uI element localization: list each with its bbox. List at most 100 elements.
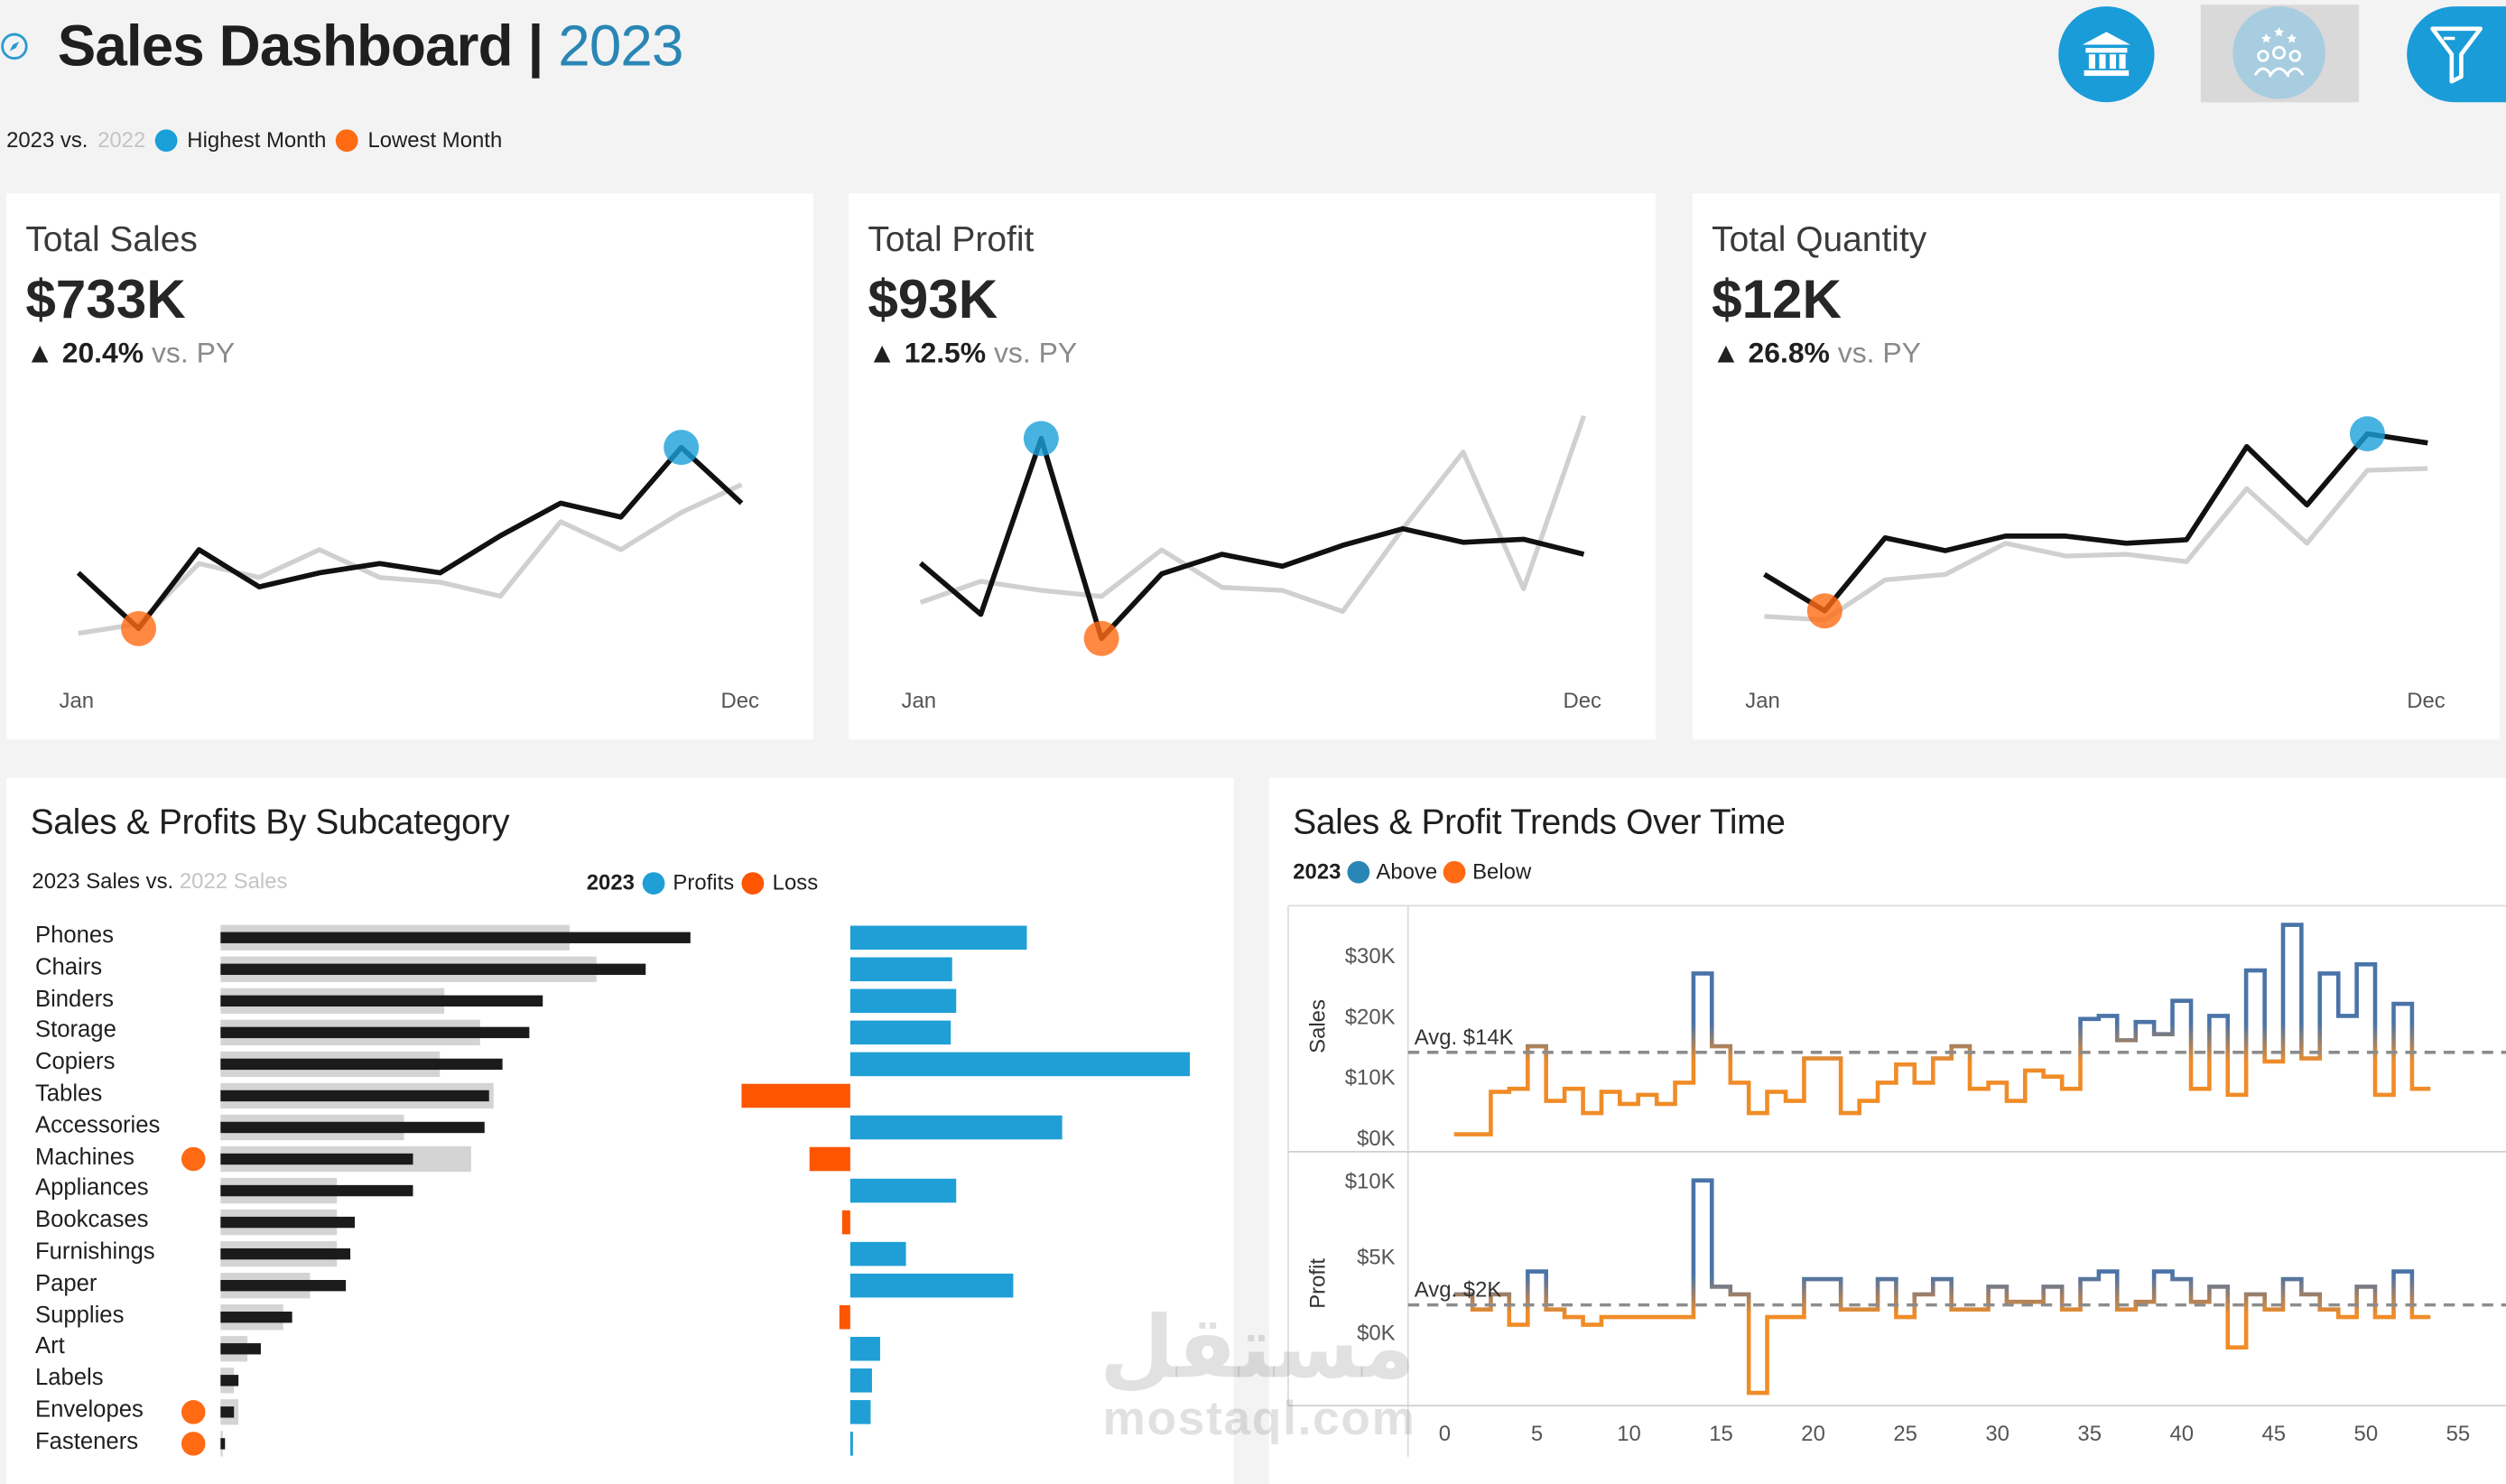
subcategory-label: Storage <box>34 1017 116 1044</box>
filter-icon <box>2430 26 2483 84</box>
current-year-sales-bar <box>220 1406 235 1418</box>
panel-title: Sales & Profits By Subcategory <box>30 802 510 842</box>
subcategory-label: Binders <box>34 986 115 1013</box>
current-year-sales-bar <box>220 1058 503 1071</box>
current-year-sales-bar <box>220 1090 489 1102</box>
title-text: Sales Dashboard <box>57 13 514 79</box>
subcategory-label: Fasteners <box>34 1429 139 1455</box>
x-start-label: Jan <box>59 688 95 713</box>
loss-marker-dot <box>181 1432 206 1456</box>
kpi-delta: ▲ 12.5% vs. PY <box>868 337 1078 369</box>
kpi-label: Total Profit <box>868 218 1035 259</box>
top-legend: 2023 vs. 2022 Highest Month Lowest Month <box>6 128 502 153</box>
y-tick-label: $0K <box>1357 1322 1396 1346</box>
x-tick-label: 55 <box>2446 1422 2471 1446</box>
x-end-label: Dec <box>1563 688 1601 713</box>
highest-month-marker <box>664 430 700 466</box>
profit-bar <box>849 988 957 1014</box>
subcategory-label: Chairs <box>34 954 103 981</box>
kpi-label: Total Quantity <box>1712 218 1927 259</box>
average-label: Avg. $2K <box>1415 1278 1502 1303</box>
profit-sparkline <box>918 414 1586 656</box>
current-year-line <box>76 444 744 632</box>
below-dot-icon <box>1443 859 1467 883</box>
legend-profits: Profits <box>673 870 735 895</box>
current-year-sales-bar <box>220 932 691 943</box>
current-year-sales-bar <box>220 1343 261 1355</box>
lowest-month-marker <box>121 610 157 646</box>
profit-bar <box>849 1273 1014 1298</box>
highest-month-marker <box>1023 421 1059 457</box>
watermark-arabic: مستقل <box>1100 1300 1415 1396</box>
current-year-sales-bar <box>220 1026 530 1039</box>
kpi-card-profit: Total Profit $93K ▲ 12.5% vs. PY Jan Dec <box>849 193 1657 740</box>
legend-year: 2023 <box>586 870 635 895</box>
profit-bar <box>849 1368 872 1393</box>
sales-legend: 2023 Sales vs. 2022 Sales <box>32 869 287 894</box>
kpi-delta: ▲ 26.8% vs. PY <box>1712 337 1921 369</box>
y-axis-title: Profit <box>1306 1258 1331 1309</box>
kpi-delta-value: 12.5% <box>904 337 987 369</box>
kpi-card-quantity: Total Quantity $12K ▲ 26.8% vs. PY Jan D… <box>1692 193 2500 740</box>
subcategory-label: Tables <box>34 1081 103 1108</box>
loss-marker-dot <box>181 1400 206 1424</box>
x-end-label: Dec <box>2407 688 2446 713</box>
x-end-label: Dec <box>720 688 759 713</box>
sales-sparkline <box>76 430 744 646</box>
x-tick-label: 50 <box>2354 1422 2379 1446</box>
x-tick-label: 45 <box>2262 1422 2287 1446</box>
subcategory-label: Accessories <box>34 1113 161 1139</box>
current-year-sales-bar <box>220 1312 292 1323</box>
subcategory-label: Furnishings <box>34 1239 155 1266</box>
bank-icon <box>2082 32 2130 77</box>
y-tick-label: $0K <box>1357 1127 1396 1151</box>
subcategory-label: Copiers <box>34 1049 116 1076</box>
current-year-line <box>918 435 1585 642</box>
legend-previous: 2022 <box>97 127 146 153</box>
profits-dot-icon <box>642 871 665 895</box>
x-tick-label: 0 <box>1439 1422 1451 1446</box>
kpi-value: $12K <box>1712 270 1842 331</box>
x-tick-label: 25 <box>1893 1422 1917 1446</box>
legend-previous: 2022 Sales <box>179 868 288 894</box>
profit-bar <box>849 1052 1191 1077</box>
subcategory-label: Labels <box>34 1366 104 1392</box>
current-year-sales-bar <box>220 1184 413 1197</box>
highest-dot-icon <box>154 128 178 152</box>
legend-lowest: Lowest Month <box>367 127 503 153</box>
loss-bar <box>809 1146 850 1172</box>
loss-dot-icon <box>742 871 765 895</box>
x-tick-label: 10 <box>1617 1422 1641 1446</box>
profit-bar <box>849 1336 880 1361</box>
lowest-dot-icon <box>336 128 358 152</box>
y-axis-title: Sales <box>1306 999 1331 1053</box>
subcategory-label: Art <box>34 1334 65 1360</box>
x-start-label: Jan <box>901 688 937 713</box>
panel-title: Sales & Profit Trends Over Time <box>1293 802 1786 842</box>
filter-button[interactable] <box>2407 6 2506 103</box>
current-year-sales-bar <box>220 1279 347 1292</box>
legend-below: Below <box>1472 859 1532 884</box>
profit-bar <box>849 1178 957 1203</box>
bank-button[interactable] <box>2058 6 2155 103</box>
current-year-sales-bar <box>220 1153 413 1165</box>
y-tick-label: $5K <box>1357 1246 1396 1270</box>
current-year-sales-bar <box>220 995 543 1007</box>
profit-legend: 2023 Profits Loss <box>587 870 818 895</box>
profit-bar <box>849 1432 853 1456</box>
current-year-sales-bar <box>220 1438 226 1450</box>
profit-bar <box>849 957 952 982</box>
x-tick-label: 15 <box>1709 1422 1733 1446</box>
app-logo-icon <box>0 32 29 60</box>
profit-bar <box>849 1241 906 1266</box>
people-rating-button[interactable] <box>2200 5 2360 103</box>
x-tick-label: 35 <box>2077 1422 2102 1446</box>
lowest-month-marker <box>1083 620 1119 656</box>
x-start-label: Jan <box>1745 688 1780 713</box>
x-tick-label: 20 <box>1801 1422 1825 1446</box>
highest-month-marker <box>2349 416 2385 452</box>
kpi-delta-suffix: vs. PY <box>151 337 236 369</box>
profit-bar <box>849 1020 951 1045</box>
current-year-line <box>1763 431 2428 614</box>
current-year-sales-bar <box>220 1247 351 1260</box>
